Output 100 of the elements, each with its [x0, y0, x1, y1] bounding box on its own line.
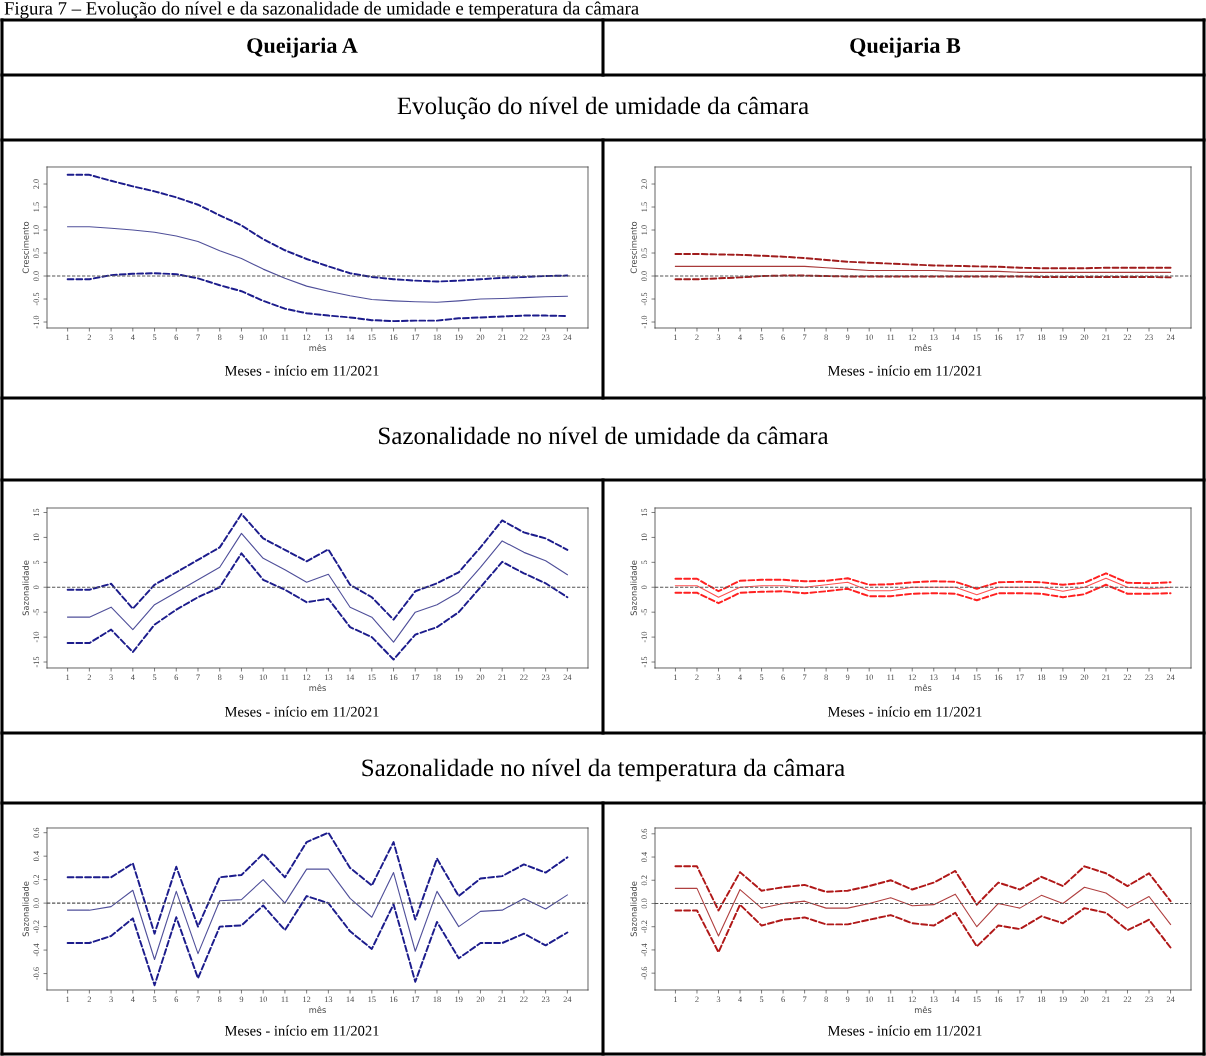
- x-tick-label: 11: [281, 996, 289, 1003]
- y-axis-title: Sazonalidade: [22, 881, 29, 937]
- x-tick-label: 22: [520, 334, 528, 341]
- x-tick-label: 19: [1059, 996, 1067, 1003]
- x-tick-label: 23: [541, 334, 550, 341]
- x-tick-label: 10: [259, 996, 268, 1003]
- y-tick-label: 2.0: [641, 179, 648, 189]
- y-tick-label: 0.2: [641, 875, 648, 886]
- x-tick-label: 5: [759, 996, 764, 1003]
- x-tick-label: 19: [455, 674, 463, 681]
- x-tick-label: 11: [281, 674, 289, 681]
- x-tick-label: 24: [563, 674, 572, 681]
- x-tick-label: 20: [1080, 996, 1089, 1003]
- x-tick-label: 13: [930, 674, 938, 681]
- x-tick-label: 19: [455, 996, 463, 1003]
- y-tick-label: 5: [33, 560, 40, 564]
- x-tick-label: 15: [368, 334, 376, 341]
- x-tick-label: 8: [217, 674, 222, 681]
- x-tick-label: 20: [476, 674, 485, 681]
- x-tick-label: 20: [476, 334, 485, 341]
- x-tick-label: 14: [346, 996, 355, 1003]
- x-tick-label: 2: [695, 674, 699, 681]
- x-tick-label: 4: [738, 996, 742, 1003]
- x-tick-label: 19: [1059, 674, 1067, 681]
- x-tick-label: 8: [217, 996, 222, 1003]
- y-tick-label: -0.2: [641, 920, 648, 933]
- y-tick-label: -0.2: [33, 920, 40, 933]
- x-tick-label: 23: [1145, 996, 1153, 1003]
- y-tick-label: -15: [33, 656, 40, 668]
- x-tick-label: 12: [908, 674, 916, 681]
- x-tick-label: 2: [87, 334, 91, 341]
- x-tick-label: 16: [994, 674, 1003, 681]
- x-tick-label: 16: [390, 674, 398, 681]
- line-series: [67, 226, 568, 303]
- x-tick-label: 18: [433, 674, 441, 681]
- x-tick-label: 4: [130, 334, 135, 341]
- x-tick-label: 6: [781, 334, 785, 341]
- x-tick-label: 8: [824, 674, 828, 681]
- y-tick-label: -0.5: [33, 292, 40, 306]
- y-axis-title: Sazonalidade: [22, 560, 29, 616]
- x-tick-label: 17: [1016, 674, 1024, 681]
- y-tick-label: -1.0: [33, 315, 40, 329]
- x-tick-label: 21: [1102, 996, 1110, 1003]
- x-tick-label: 24: [1166, 996, 1175, 1003]
- y-tick-label: 0.4: [33, 851, 40, 862]
- x-tick-label: 6: [781, 996, 785, 1003]
- y-tick-label: -10: [33, 631, 40, 643]
- x-axis-title: mês: [914, 344, 932, 352]
- x-tick-label: 21: [498, 674, 506, 681]
- x-tick-label: 11: [887, 996, 895, 1003]
- y-axis-title: Crescimento: [22, 221, 29, 274]
- x-tick-label: 11: [887, 674, 895, 681]
- line-series: [66, 513, 569, 621]
- x-tick-label: 8: [824, 996, 828, 1003]
- x-tick-label: 10: [865, 674, 874, 681]
- x-tick-label: 10: [259, 334, 268, 341]
- line-series: [674, 577, 1172, 598]
- y-tick-label: 15: [641, 508, 648, 516]
- chart-subtitle: Evolução do nível de umidade da câmara: [397, 96, 809, 120]
- x-axis-title: mês: [914, 1006, 932, 1014]
- y-tick-label: -15: [641, 656, 648, 668]
- x-tick-label: 10: [865, 996, 874, 1003]
- x-tick-label: 20: [1080, 334, 1089, 341]
- x-tick-label: 16: [390, 996, 398, 1003]
- x-tick-label: 22: [520, 996, 528, 1003]
- y-tick-label: -0.4: [641, 943, 648, 957]
- x-tick-label: 10: [259, 674, 268, 681]
- x-tick-label: 1: [66, 996, 70, 1003]
- y-tick-label: -5: [33, 609, 40, 616]
- x-tick-label: 7: [196, 996, 200, 1003]
- line-series: [674, 572, 1172, 593]
- x-tick-label: 17: [411, 996, 420, 1003]
- y-tick-label: 0.0: [641, 898, 648, 909]
- x-tick-label: 18: [1037, 996, 1046, 1003]
- y-tick-label: -5: [641, 609, 648, 616]
- x-tick-label: 8: [217, 334, 222, 341]
- x-tick-label: 14: [951, 996, 960, 1003]
- y-axis-title: Sazonalidade: [630, 560, 637, 616]
- x-tick-label: 23: [1145, 334, 1153, 341]
- line-series: [674, 903, 1172, 954]
- x-tick-label: 9: [845, 674, 850, 681]
- line-series: [67, 868, 568, 961]
- y-tick-label: 10: [641, 533, 648, 541]
- x-tick-label: 1: [66, 334, 70, 341]
- y-tick-label: 0.2: [33, 874, 40, 885]
- x-tick-label: 5: [152, 674, 157, 681]
- x-tick-label: 21: [498, 996, 506, 1003]
- x-axis-title: mês: [309, 684, 326, 692]
- x-tick-label: 23: [541, 674, 550, 681]
- x-tick-label: 19: [1059, 334, 1067, 341]
- text: Meses - início em 11/2021: [827, 1025, 982, 1036]
- x-tick-label: 23: [1145, 674, 1153, 681]
- x-tick-label: 15: [973, 996, 981, 1003]
- x-tick-label: 12: [303, 674, 311, 681]
- text: Meses - início em 11/2021: [224, 1025, 379, 1036]
- x-tick-label: 24: [1166, 674, 1175, 681]
- x-tick-label: 6: [174, 996, 179, 1003]
- x-tick-label: 4: [130, 996, 135, 1003]
- line-series: [67, 532, 568, 643]
- y-tick-label: 0.0: [641, 271, 648, 281]
